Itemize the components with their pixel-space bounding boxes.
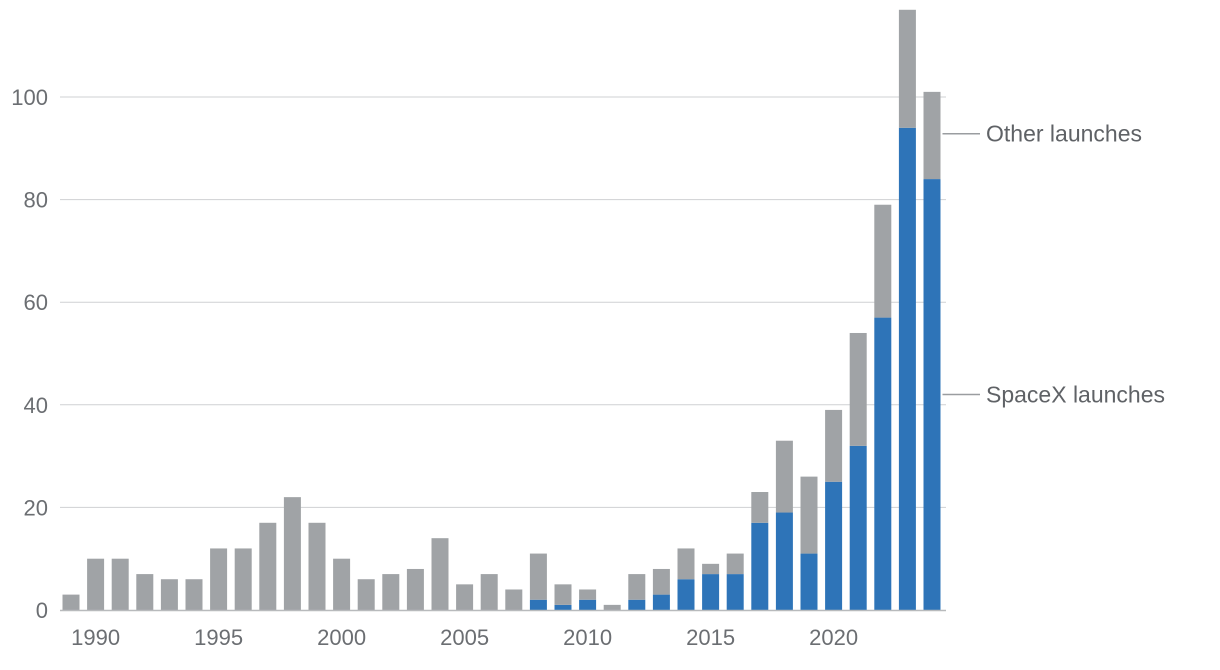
bar-other-2011 [603,604,621,610]
x-tick-label: 2010 [563,625,612,650]
bar-other-1990 [87,558,105,610]
bar-other-2004 [431,538,449,610]
bar-spacex-2014 [677,579,695,610]
bar-spacex-2021 [849,445,867,610]
y-tick-label: 80 [24,188,48,213]
bar-other-2008 [529,553,547,600]
bar-spacex-2009 [554,604,572,610]
bar-other-2017 [751,492,769,523]
bar-other-2010 [579,589,597,600]
x-tick-label: 2005 [440,625,489,650]
bar-other-1993 [160,579,178,610]
bar-spacex-2013 [652,594,670,610]
bar-spacex-2017 [751,522,769,610]
x-tick-label: 2020 [809,625,858,650]
bar-other-2001 [357,579,375,610]
bar-other-2013 [652,568,670,595]
legend-label: Other launches [986,121,1142,147]
y-tick-label: 20 [24,495,48,520]
bar-other-2022 [874,204,892,318]
bar-other-2012 [628,574,646,600]
bar-other-2009 [554,584,572,605]
bar-other-2007 [505,589,523,610]
bar-spacex-2016 [726,574,744,610]
x-tick-label: 2000 [317,625,366,650]
bar-other-2003 [406,568,424,610]
y-tick-label: 40 [24,393,48,418]
bar-other-2024 [923,91,941,180]
bar-other-1999 [308,522,326,610]
bar-other-2015 [702,563,720,575]
bar-other-1995 [210,548,228,610]
bar-spacex-2020 [825,481,843,610]
bar-other-2021 [849,332,867,446]
y-tick-label: 60 [24,290,48,315]
bar-spacex-2015 [702,574,720,610]
bar-other-2019 [800,476,818,554]
bar-other-2018 [775,440,793,513]
y-tick-label: 0 [36,598,48,623]
axes: 0 20 40 60 80 100 1990 1995 2000 2005 2010 2015 2020 [11,85,946,650]
bar-spacex-2023 [898,127,916,610]
x-tick-label: 1995 [194,625,243,650]
bar-spacex-2018 [775,512,793,610]
bar-spacex-2024 [923,179,941,610]
legend: Other launches SpaceX launches [942,121,1165,408]
bar-other-2014 [677,548,695,580]
bar-spacex-2012 [628,599,646,610]
bar-other-2016 [726,553,744,575]
bar-other-1989 [62,594,80,610]
bar-spacex-2008 [529,599,547,610]
bar-other-1991 [111,558,129,610]
x-tick-label: 1990 [71,625,120,650]
bars [62,9,941,610]
bar-spacex-2010 [579,599,597,610]
bar-other-2000 [333,558,351,610]
x-tick-label: 2015 [686,625,735,650]
bar-other-1992 [136,574,154,610]
bar-other-2023 [898,9,916,128]
bar-other-1994 [185,579,203,610]
bar-other-1996 [234,548,252,610]
bar-spacex-2022 [874,317,892,610]
bar-other-1998 [283,497,301,610]
bar-other-2006 [480,574,498,610]
legend-label: SpaceX launches [986,382,1165,408]
bar-other-2005 [456,584,474,610]
y-tick-label: 100 [11,85,48,110]
bar-other-1997 [259,522,277,610]
bar-other-2020 [825,409,843,482]
bar-spacex-2019 [800,553,818,610]
bar-other-2002 [382,574,400,610]
gridlines [60,96,946,508]
